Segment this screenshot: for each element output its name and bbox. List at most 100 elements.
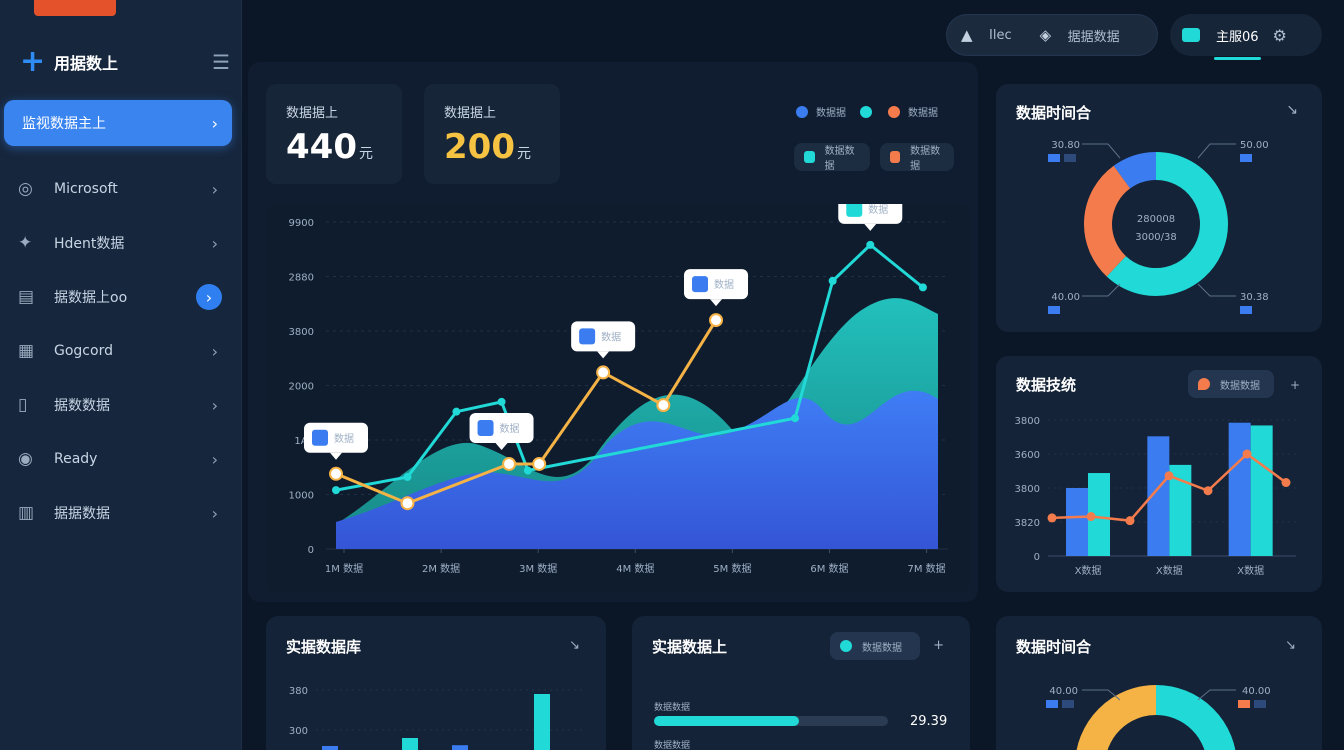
orange-point [532, 456, 547, 471]
x-tick-label: X数据 [1075, 564, 1102, 577]
tooltip: 数据 [304, 422, 368, 460]
layers-icon [1182, 28, 1200, 42]
filter-chip-2[interactable]: 数据数据 [880, 143, 954, 172]
trend-icon[interactable]: ↘ [1285, 638, 1296, 653]
tooltip-icon [579, 328, 596, 345]
sidebar-item[interactable]: ▥ 据据数据 › [4, 490, 232, 536]
sidebar-item-label: Ready [54, 451, 98, 467]
sidebar-item-label: 据数据上oo [54, 290, 128, 306]
chevron-right-icon: › [211, 113, 218, 133]
stat-value: 440 [286, 127, 357, 167]
tab-active[interactable]: 主服06 [1214, 26, 1261, 60]
brand-name: 用据数上 [54, 54, 119, 73]
legend-dot-teal [860, 105, 872, 118]
stat-card-2: 数据据上 200 元 [424, 84, 560, 184]
stat-label: 数据据上 [286, 106, 339, 121]
legend-swatch [1048, 306, 1060, 314]
chevron-right-icon: › [211, 233, 218, 253]
progress-value: 29.39 [910, 714, 948, 729]
tooltip-label: 数据 [601, 330, 621, 343]
x-tick-label: 4M 数据 [616, 562, 654, 575]
sidebar-item[interactable]: ▯ 据数数据 › [4, 382, 232, 428]
sidebar-item[interactable]: 监视数据主上 › [4, 100, 232, 146]
add-icon[interactable]: + [933, 638, 944, 653]
sidebar-item[interactable]: ◉ Ready › [4, 436, 232, 482]
trend-point [1086, 512, 1096, 522]
donut-label: 30.38 [1240, 292, 1269, 303]
x-tick-label: 1M 数据 [325, 562, 363, 575]
filter-chip-1[interactable]: 数据数据 [794, 143, 870, 172]
bottom-filter-chip[interactable]: 数据数据 [830, 632, 920, 660]
grid-icon: ✦ [18, 233, 33, 253]
stat-unit: 元 [516, 146, 531, 162]
stat-value: 200 [444, 127, 515, 167]
user-icon[interactable]: ▲ [961, 26, 973, 44]
donut-segment [1106, 152, 1228, 296]
chip-label: 数据数据 [910, 146, 941, 172]
sidebar-item[interactable]: ▦ Gogcord › [4, 328, 232, 374]
leader-line [1082, 283, 1121, 297]
leader-line [1197, 689, 1236, 701]
gear-icon[interactable]: ⚙ [1272, 25, 1287, 45]
trend-point [1242, 449, 1252, 459]
bar-card: 数据技统 数据数据 + 0 3820 3800 3600 3800 X数据 X数据 X数据 [996, 356, 1322, 592]
y-tick-label: 3800 [289, 327, 314, 338]
add-icon[interactable]: + [1289, 378, 1300, 392]
sidebar: + 用据数上 ☰ 监视数据主上 › ◎ Microsoft › ✦ Hdent数据 › ▤ 据数据… [0, 0, 242, 750]
donut-chart: 280008 3000/38 30.80 50.00 40.00 30.38 [1048, 140, 1269, 314]
trend-icon[interactable]: ↘ [1286, 102, 1298, 118]
sidebar-item-label: 据数数据 [54, 398, 110, 414]
dashboard-icon: ▦ [18, 341, 35, 361]
bar [1169, 464, 1192, 556]
trend-icon[interactable]: ↘ [569, 638, 580, 653]
bar [1228, 422, 1251, 556]
bottom-donut-chart: 40.00 40.00 [1046, 685, 1271, 750]
donut-label: 40.00 [1049, 686, 1078, 697]
progress-track [654, 716, 888, 726]
trend-point [1125, 516, 1135, 526]
progress-fill [654, 716, 800, 726]
chevron-right-icon: › [211, 341, 218, 361]
orange-point [596, 365, 611, 380]
bottom-card-3: 数据时间合 ↘ 40.00 40.00 [996, 616, 1322, 750]
leader-line [1082, 689, 1121, 701]
tooltip-pointer [710, 299, 723, 307]
legend-swatch [1062, 700, 1074, 708]
top-tabs: 主服06 ⚙ [1170, 14, 1322, 60]
legend-swatch [1240, 306, 1252, 314]
globe-icon: ◎ [18, 179, 33, 199]
chevron-right-icon: › [211, 449, 218, 469]
chevron-right-icon: › [211, 395, 218, 415]
legend-label-1: 数据据 [816, 108, 846, 119]
shield-icon[interactable]: ◈ [1039, 26, 1052, 44]
y-tick-label: 380 [289, 686, 308, 697]
sidebar-item[interactable]: ▤ 据数据上oo › [4, 274, 232, 320]
bar [1066, 488, 1088, 556]
tooltip-icon [692, 276, 709, 293]
chevron-right-icon: › [211, 179, 218, 199]
sidebar-item-label: Gogcord [54, 343, 113, 359]
plus-icon[interactable]: + [20, 44, 46, 79]
donut-label: 40.00 [1051, 292, 1080, 303]
card-title: 实据数据上 [652, 638, 728, 656]
bar [322, 746, 338, 750]
trend-point [1281, 478, 1291, 488]
teal-point [497, 397, 506, 406]
tooltip-icon [312, 429, 328, 446]
toolbar-item-1[interactable]: Ilec [989, 27, 1012, 43]
teal-point [332, 486, 340, 495]
bar-filter-chip[interactable]: 数据数据 [1188, 370, 1274, 398]
tooltip-label: 数据 [868, 204, 888, 216]
menu-icon[interactable]: ☰ [212, 50, 230, 74]
toolbar-item-2[interactable]: 据据数据 [1067, 29, 1120, 45]
sidebar-item[interactable]: ✦ Hdent数据 › [4, 220, 232, 266]
sidebar-item[interactable]: ◎ Microsoft › [4, 166, 232, 212]
list-icon: ▥ [18, 503, 35, 523]
card-title: 数据技统 [1016, 376, 1077, 394]
legend-swatch [1048, 154, 1060, 162]
legend-label-2: 数据据 [908, 108, 938, 119]
orange-point [502, 456, 517, 471]
y-tick-label: 3800 [1015, 484, 1040, 495]
tooltip-pointer [495, 442, 508, 450]
